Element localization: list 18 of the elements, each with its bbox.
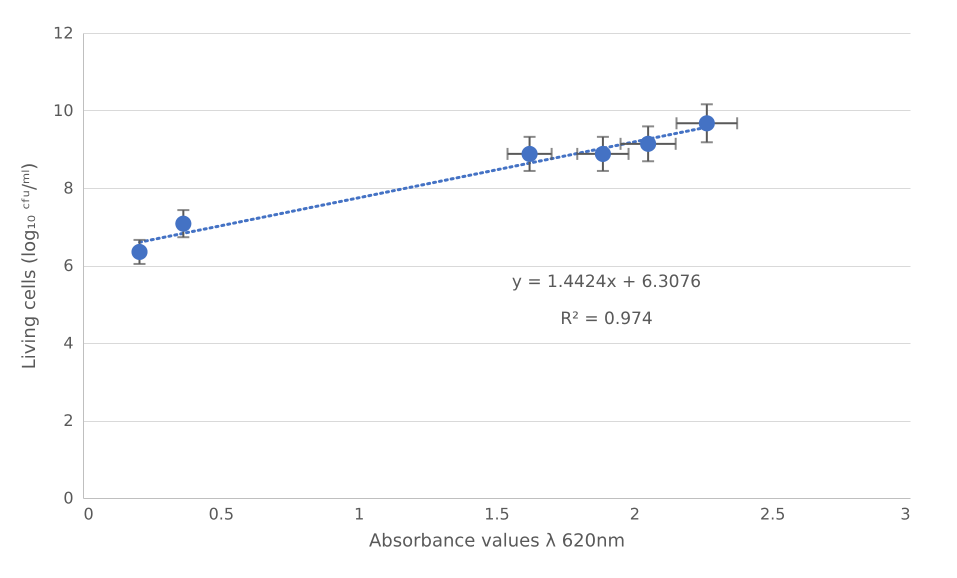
annotation: y = 1.4424x + 6.3076 — [512, 272, 702, 292]
y-axis-title: Living cells (log₁₀ ᶜᶠᵘ/ᵐˡ) — [19, 162, 40, 370]
annotation: R² = 0.974 — [560, 308, 653, 329]
x-tick-label: 1.5 — [484, 504, 510, 524]
x-axis-title: Absorbance values λ 620nm — [368, 530, 626, 552]
x-tick-label: 0.5 — [208, 504, 234, 524]
y-tick-label: 10 — [53, 101, 74, 120]
y-tick-label: 0 — [63, 488, 74, 508]
y-tick-label: 4 — [63, 334, 74, 352]
y-tick-label: 12 — [53, 24, 74, 42]
x-tick-label: 2.5 — [760, 504, 786, 524]
x-tick-label: 0 — [84, 504, 94, 524]
y-tick-label: 2 — [63, 411, 74, 430]
x-tick-label: 2 — [630, 504, 640, 524]
y-tick-label: 8 — [63, 178, 74, 198]
y-tick-label: 6 — [63, 256, 74, 275]
x-tick-label: 1 — [354, 504, 364, 524]
x-tick-label: 3 — [900, 504, 910, 524]
